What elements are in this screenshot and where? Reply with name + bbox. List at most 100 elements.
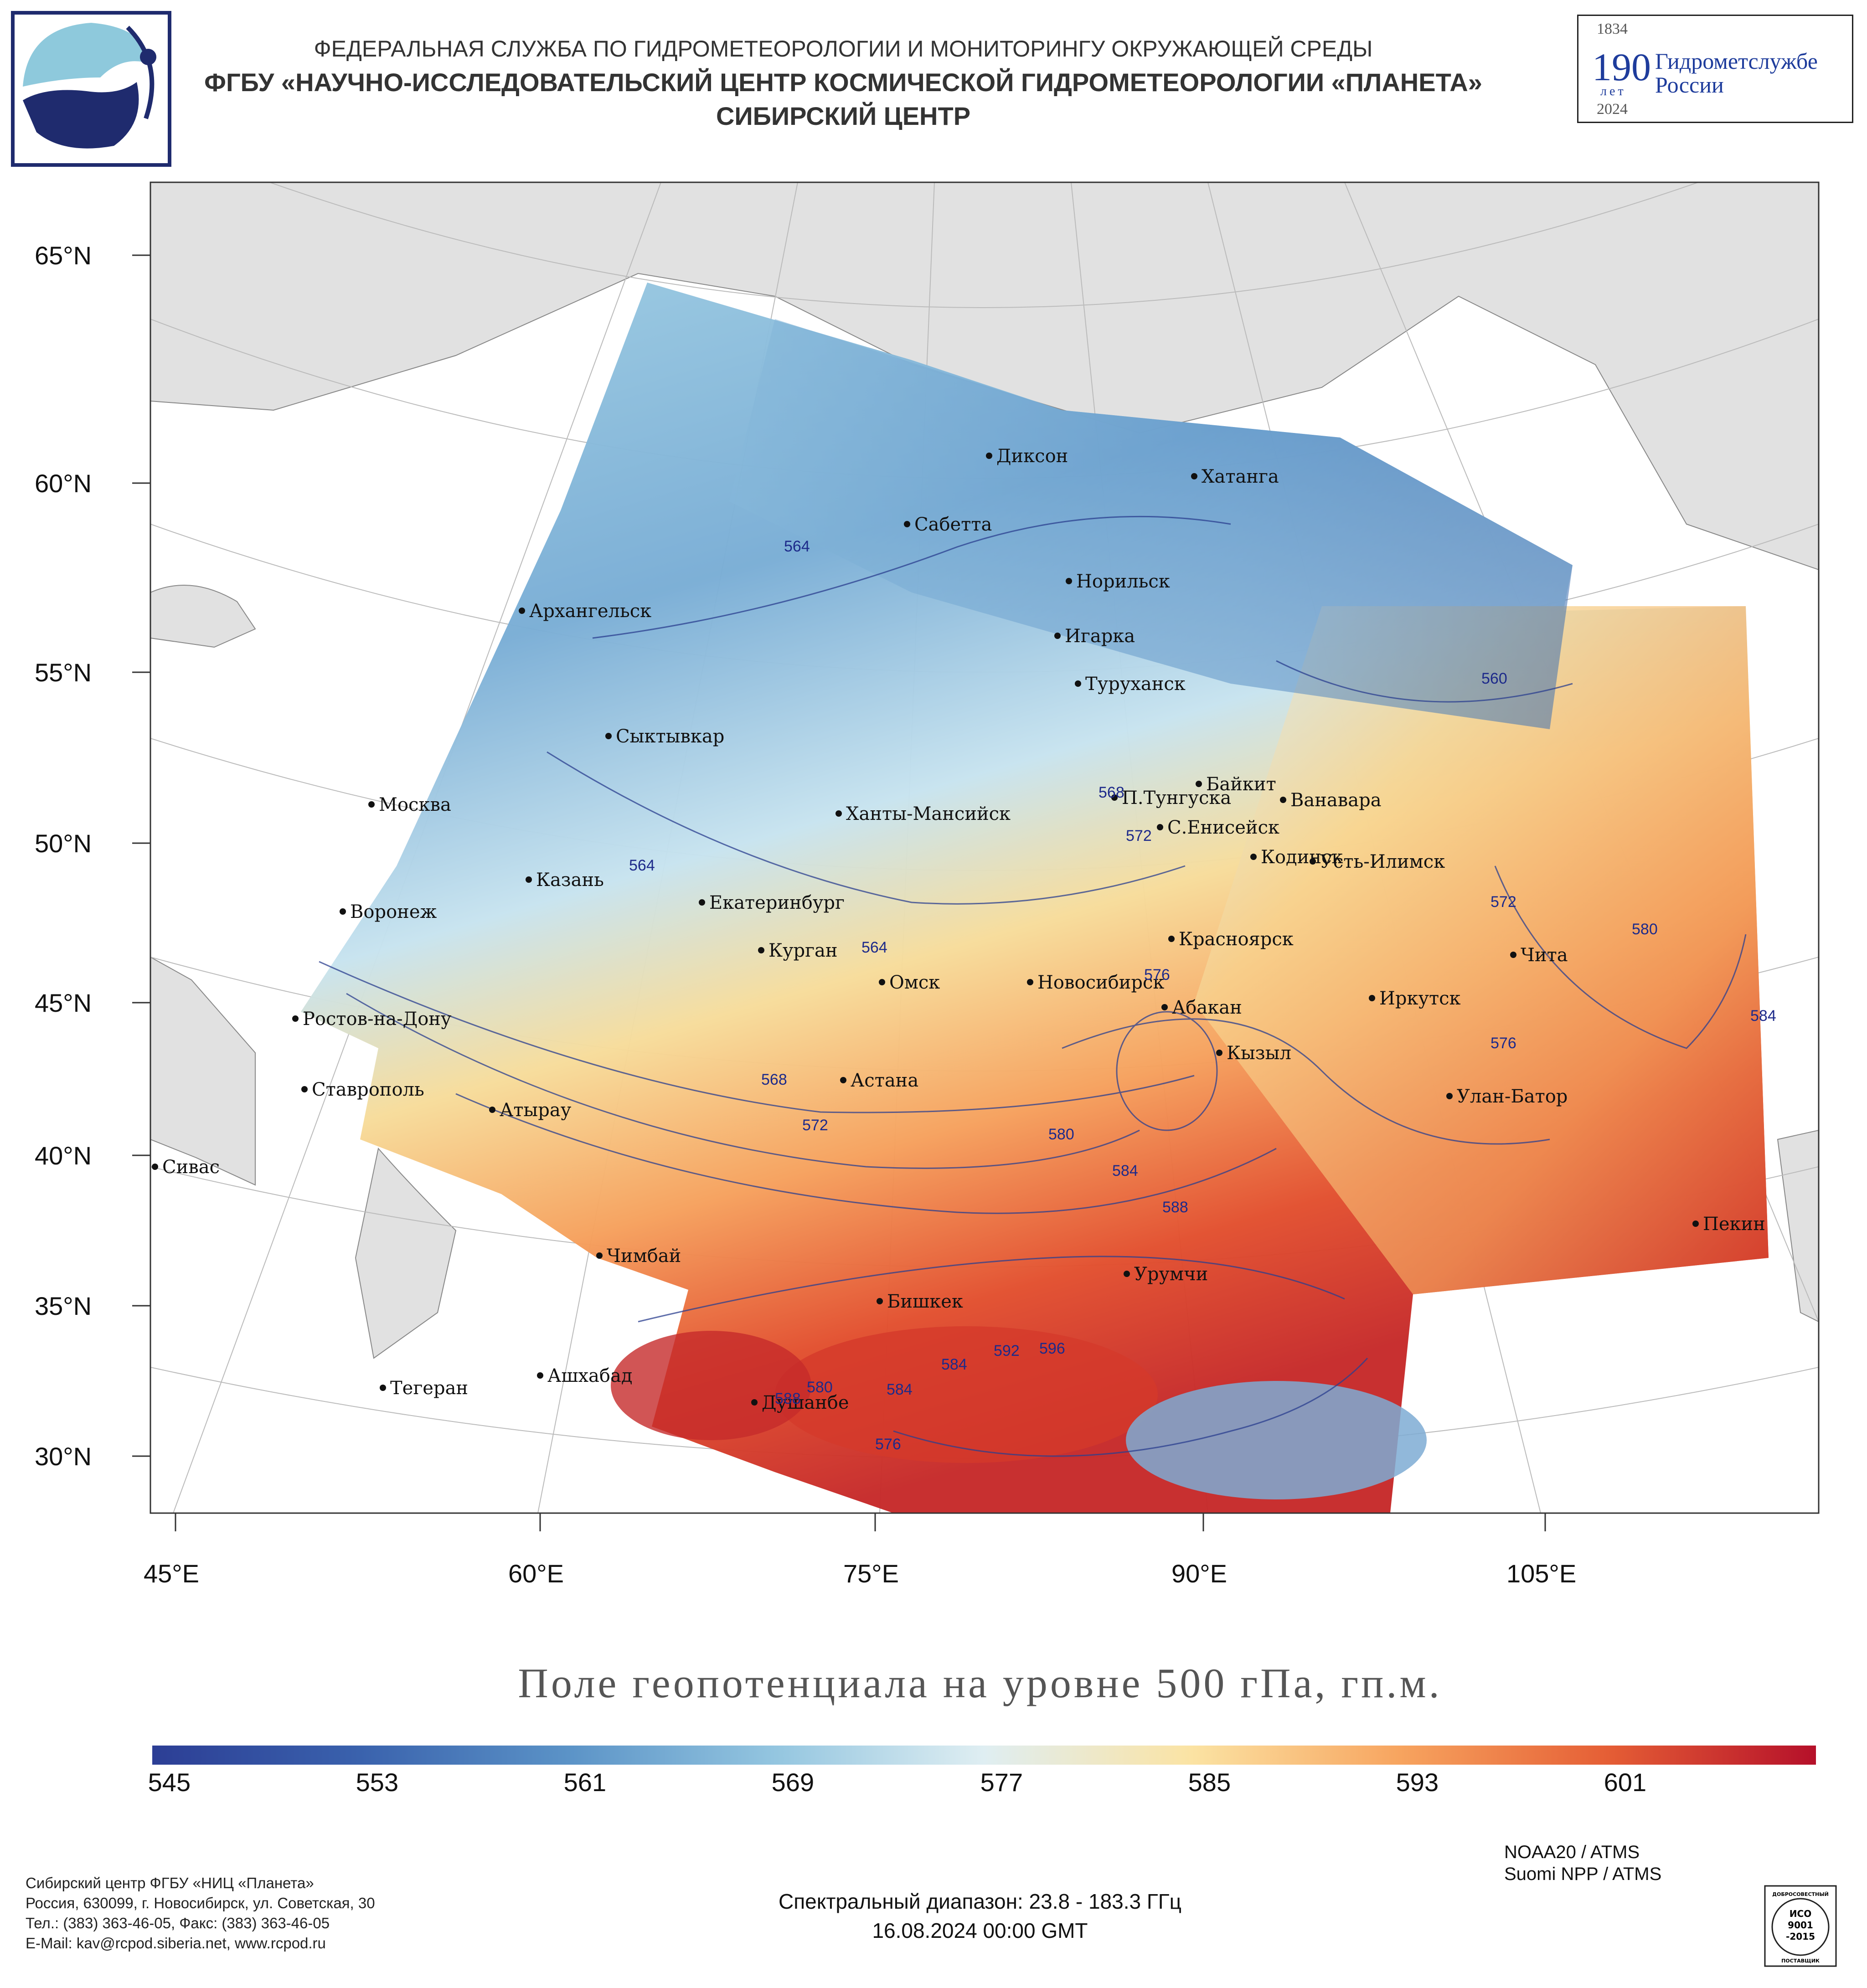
header-branch: СИБИРСКИЙ ЦЕНТР (716, 102, 971, 130)
city-dot (596, 1252, 603, 1259)
city-label: Душанбе (762, 1392, 849, 1413)
colorbar-tick: 569 (771, 1768, 815, 1797)
geopotential-map: Диксон Хатанга Сабетта Норильск Архангельск И… (132, 181, 1820, 1531)
city-marker: Тегеран (380, 1378, 468, 1399)
city-dot (1161, 1004, 1168, 1010)
city-marker: Хатанга (1191, 466, 1279, 487)
satellite-item: Suomi NPP / ATMS (1504, 1864, 1662, 1884)
contour-label: 568 (1099, 784, 1124, 801)
city-dot (152, 1164, 158, 1170)
lat-label-50: 50°N (35, 829, 92, 858)
city-label: Норильск (1076, 571, 1170, 592)
contour-label: 560 (1481, 670, 1507, 687)
city-dot (489, 1107, 495, 1113)
city-dot (340, 908, 346, 915)
contour-label: 580 (807, 1379, 833, 1396)
city-dot (840, 1077, 846, 1083)
city-dot (836, 810, 842, 817)
city-dot (537, 1372, 543, 1379)
city-dot (1692, 1221, 1699, 1227)
svg-text:ПОСТАВЩИК: ПОСТАВЩИК (1781, 1958, 1820, 1964)
contour-label: 580 (1048, 1126, 1074, 1143)
planeta-logo (9, 9, 173, 169)
spectral-info: Спектральный диапазон: 23.8 - 183.3 ГГц … (638, 1887, 1322, 1945)
header-center: ФГБУ «НАУЧНО-ИССЛЕДОВАТЕЛЬСКИЙ ЦЕНТР КОС… (204, 68, 1482, 97)
city-dot (1075, 680, 1081, 687)
logo-name-line1: Гидрометслужбе (1655, 48, 1818, 74)
org-name: Сибирский центр ФГБУ «НИЦ «Планета» (26, 1875, 314, 1891)
city-dot (1066, 578, 1072, 584)
city-marker: Сивас (152, 1157, 220, 1178)
city-label: Новосибирск (1037, 972, 1164, 993)
colorbar-tick: 593 (1396, 1768, 1439, 1797)
city-label: Сыктывкар (616, 726, 724, 747)
city-marker: Казань (526, 870, 604, 891)
city-marker: Ростов-на-Дону (292, 1009, 452, 1030)
colorbar-tick: 585 (1188, 1768, 1231, 1797)
city-label: Ростов-на-Дону (303, 1009, 452, 1030)
city-dot (1124, 1271, 1130, 1277)
city-dot (877, 1298, 883, 1304)
svg-text:9001: 9001 (1788, 1920, 1813, 1931)
logo-name-line2: России (1655, 72, 1724, 98)
city-marker: Ашхабад (537, 1365, 632, 1386)
city-label: Кодинск (1261, 847, 1343, 868)
contour-label: 596 (1039, 1340, 1065, 1357)
city-label: Кызыл (1227, 1043, 1291, 1064)
city-label: Чимбай (607, 1246, 681, 1267)
city-label: Абакан (1172, 997, 1242, 1018)
city-label: Хатанга (1202, 466, 1279, 487)
city-label: П.Тунгуска (1122, 788, 1231, 809)
contour-label: 588 (775, 1390, 801, 1407)
city-label: Ханты-Мансийск (846, 803, 1011, 824)
contour-label: 576 (1144, 966, 1170, 984)
city-label: Игарка (1065, 626, 1135, 647)
lat-label-30: 30°N (35, 1442, 92, 1471)
city-label: Тегеран (390, 1378, 468, 1399)
city-dot (1196, 781, 1202, 787)
colorbar-tick: 561 (563, 1768, 607, 1797)
city-marker: Красноярск (1168, 929, 1294, 950)
contour-label: 584 (1750, 1007, 1776, 1025)
satellite-item: NOAA20 / ATMS (1504, 1842, 1640, 1862)
city-label: Ванавара (1290, 790, 1382, 811)
svg-text:ДОБРОСОВЕСТНЫЙ: ДОБРОСОВЕСТНЫЙ (1772, 1891, 1829, 1897)
city-label: Ставрополь (312, 1079, 424, 1100)
city-dot (986, 453, 992, 459)
spectral-range: Спектральный диапазон: 23.8 - 183.3 ГГц (778, 1890, 1182, 1913)
contour-label: 588 (1162, 1199, 1188, 1216)
city-dot (368, 801, 375, 808)
city-marker: Ставрополь (301, 1079, 424, 1100)
svg-text:-2015: -2015 (1786, 1931, 1815, 1942)
contour-label: 584 (941, 1356, 967, 1373)
contour-label: 584 (1112, 1162, 1138, 1179)
contour-label: 568 (761, 1071, 787, 1088)
city-marker: Курган (758, 940, 838, 961)
city-dot (1369, 995, 1375, 1001)
city-dot (699, 899, 705, 906)
city-label: Екатеринбург (709, 892, 845, 913)
city-marker: Байкит (1196, 774, 1276, 795)
city-marker: Пекин (1692, 1214, 1765, 1235)
contour-label: 572 (1491, 893, 1516, 911)
city-label: Улан-Батор (1457, 1086, 1568, 1107)
lat-label-40: 40°N (35, 1141, 92, 1170)
city-dot (1027, 979, 1033, 985)
city-dot (1310, 858, 1316, 865)
city-label: Чита (1521, 945, 1568, 966)
city-marker: Душанбе (751, 1392, 849, 1413)
city-dot (1250, 854, 1257, 860)
contour-label: 564 (629, 857, 655, 874)
city-marker: Сабетта (904, 514, 992, 535)
city-marker: Норильск (1066, 571, 1170, 592)
city-marker: Иркутск (1369, 988, 1461, 1009)
city-label: Ашхабад (547, 1365, 632, 1386)
city-label: Атырау (500, 1100, 572, 1121)
city-dot (1280, 797, 1286, 803)
city-marker: С.Енисейск (1157, 817, 1279, 838)
city-dot (1191, 473, 1197, 479)
satellite-list: NOAA20 / ATMS Suomi NPP / ATMS (1504, 1841, 1661, 1885)
city-dot (526, 876, 532, 883)
city-label: Астана (851, 1070, 918, 1091)
logo-number: 190 (1592, 45, 1651, 89)
